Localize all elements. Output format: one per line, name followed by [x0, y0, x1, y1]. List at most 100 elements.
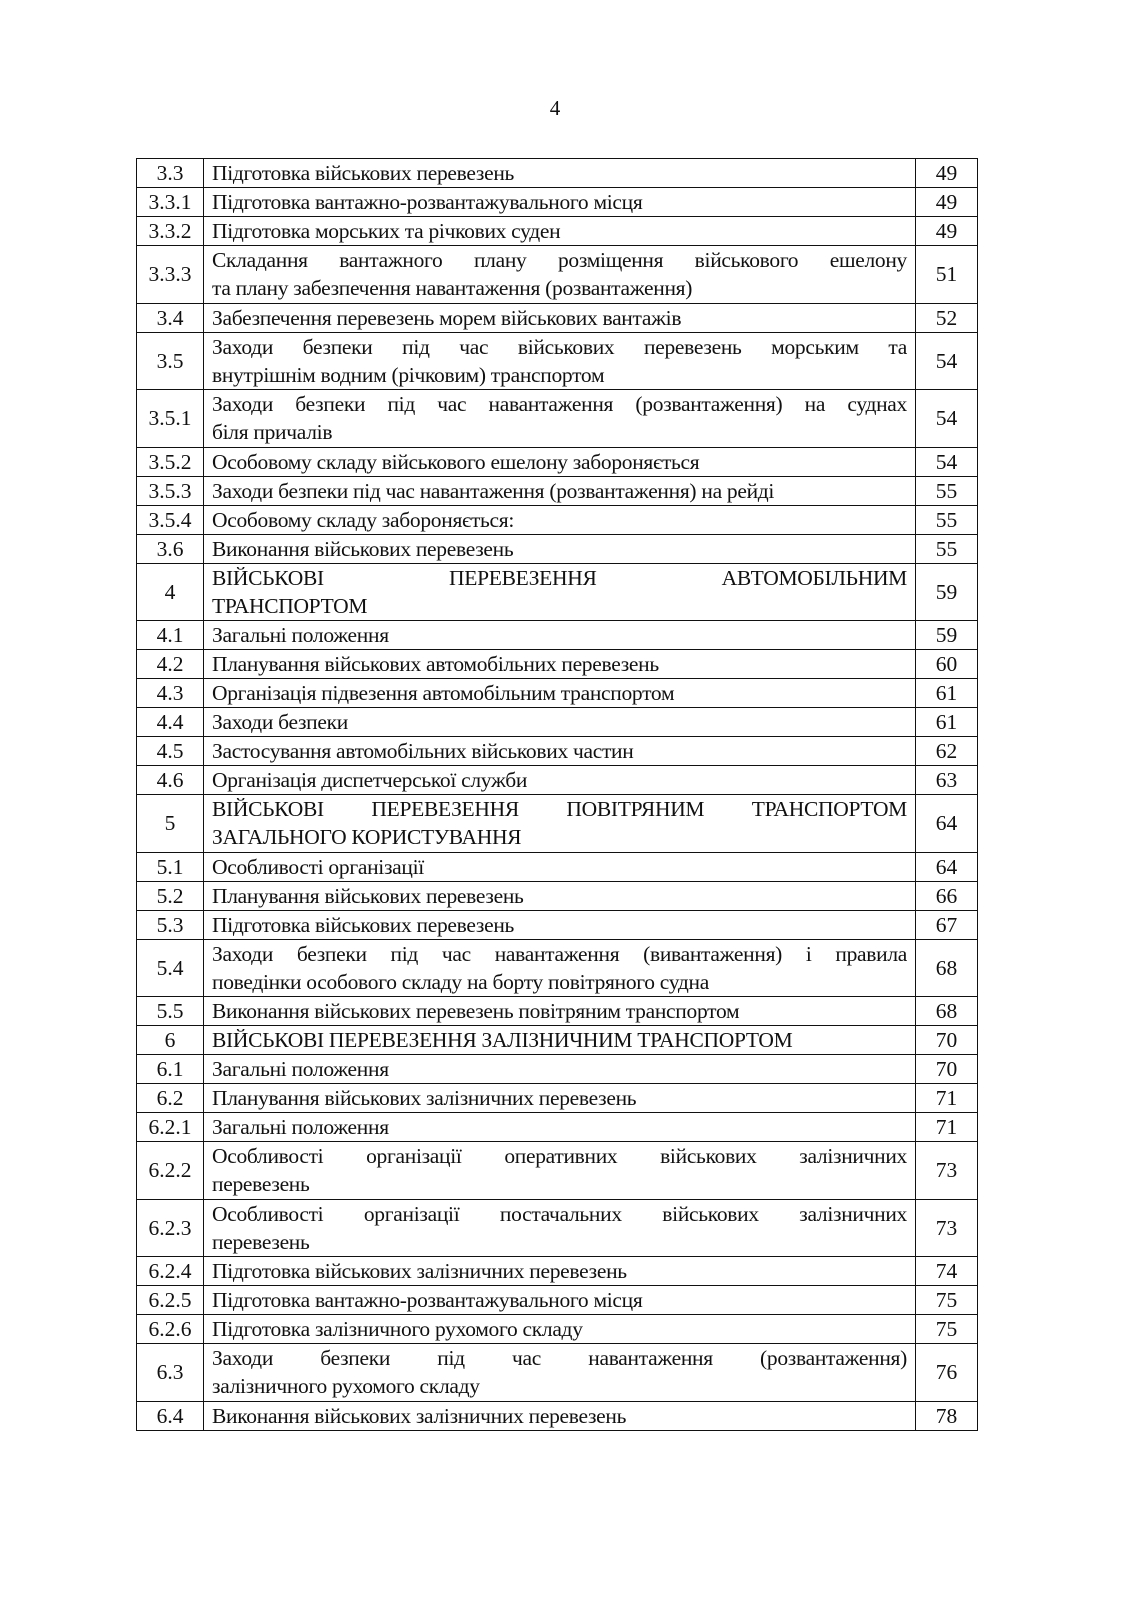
- section-number: 3.5.3: [136, 475, 204, 506]
- section-title-line: Підготовка вантажно-розвантажувального м…: [212, 190, 643, 214]
- section-number: 3.5: [136, 331, 204, 390]
- section-title: Загальні положення: [203, 1054, 916, 1084]
- section-title-line: перевезень: [212, 1229, 310, 1254]
- toc-row: 3.3.3 Складання вантажного плану розміщен…: [136, 245, 978, 304]
- section-title-line: біля причалів: [212, 420, 333, 445]
- section-title-line: Заходи безпеки під час навантаження (роз…: [212, 1346, 907, 1371]
- section-number: 6.2.6: [136, 1314, 204, 1344]
- toc-row: 6.2.4 Підготовка військових залізничних п…: [136, 1256, 978, 1286]
- page-ref: 54: [915, 331, 978, 390]
- section-title: Заходи безпеки під час навантаження (роз…: [203, 1343, 916, 1402]
- section-title: ВІЙСЬКОВІ ПЕРЕВЕЗЕННЯ АВТОМОБІЛЬНИМ ТРАНС…: [203, 562, 916, 621]
- toc-row: 4.5 Застосування автомобільних військових…: [136, 736, 978, 766]
- section-title: Заходи безпеки під час військових переве…: [203, 331, 916, 390]
- section-title-line: ВІЙСЬКОВІ ПЕРЕВЕЗЕННЯ АВТОМОБІЛЬНИМ: [212, 565, 907, 590]
- toc-row: 5 ВІЙСЬКОВІ ПЕРЕВЕЗЕННЯ ПОВІТРЯНИМ ТРАНСП…: [136, 794, 978, 853]
- toc-row: 3.4 Забезпечення перевезень морем військо…: [136, 302, 978, 333]
- section-title-line: Особовому складу військового ешелону заб…: [212, 449, 700, 474]
- page-ref: 60: [915, 649, 978, 679]
- section-title: Особливості організації: [203, 851, 916, 882]
- toc-row: 5.2 Планування військових перевезень 66: [136, 880, 978, 911]
- section-title: Заходи безпеки під час навантаження (вив…: [203, 938, 916, 997]
- section-title: Виконання військових залізничних перевез…: [203, 1400, 916, 1431]
- section-number: 3.3.3: [136, 245, 204, 304]
- toc-row: 6.3 Заходи безпеки під час навантаження (…: [136, 1343, 978, 1402]
- section-title: Організація диспетчерської служби: [203, 765, 916, 795]
- section-title: Складання вантажного плану розміщення ві…: [203, 245, 916, 304]
- section-title: Підготовка морських та річкових суден: [203, 216, 916, 246]
- section-title-line: Організація диспетчерської служби: [212, 768, 528, 792]
- toc-row: 4.2 Планування військових автомобільних п…: [136, 649, 978, 679]
- section-number: 4.5: [136, 736, 204, 766]
- page-ref: 61: [915, 707, 978, 737]
- section-number: 3.4: [136, 302, 204, 333]
- toc-row: 5.5 Виконання військових перевезень повіт…: [136, 996, 978, 1026]
- page-ref: 68: [915, 938, 978, 997]
- section-title-line: Виконання військових залізничних перевез…: [212, 1403, 627, 1428]
- page-ref: 76: [915, 1343, 978, 1402]
- page-ref: 70: [915, 1025, 978, 1055]
- page-ref: 68: [915, 996, 978, 1026]
- section-number: 4: [136, 562, 204, 621]
- toc-row: 6 ВІЙСЬКОВІ ПЕРЕВЕЗЕННЯ ЗАЛІЗНИЧНИМ ТРАНС…: [136, 1025, 978, 1055]
- toc-row: 3.3.2 Підготовка морських та річкових суд…: [136, 216, 978, 246]
- toc-row: 4.1 Загальні положення 59: [136, 620, 978, 650]
- page-number: 4: [549, 96, 561, 120]
- section-number: 6.3: [136, 1343, 204, 1402]
- section-title-line: Заходи безпеки: [212, 710, 348, 734]
- toc-row: 3.3 Підготовка військових перевезень 49: [136, 158, 978, 188]
- section-title: Особливості організації постачальних вій…: [203, 1198, 916, 1257]
- section-number: 6.2.4: [136, 1256, 204, 1286]
- page-ref: 51: [915, 245, 978, 304]
- toc-row: 4.3 Організація підвезення автомобільним …: [136, 678, 978, 708]
- toc-row: 5.1 Особливості організації 64: [136, 851, 978, 882]
- section-title-line: Підготовка військових перевезень: [212, 912, 515, 937]
- page-ref: 75: [915, 1314, 978, 1344]
- toc-row: 3.5.1 Заходи безпеки під час навантаження…: [136, 389, 978, 448]
- section-title-line: ЗАГАЛЬНОГО КОРИСТУВАННЯ: [212, 825, 522, 850]
- toc-row: 3.3.1 Підготовка вантажно-розвантажувальн…: [136, 187, 978, 217]
- page-ref: 73: [915, 1141, 978, 1200]
- section-title-line: Організація підвезення автомобільним тра…: [212, 681, 675, 705]
- section-title: Загальні положення: [203, 620, 916, 650]
- section-number: 5.3: [136, 909, 204, 940]
- toc-row: 6.2.6 Підготовка залізничного рухомого ск…: [136, 1314, 978, 1344]
- page-ref: 71: [915, 1083, 978, 1113]
- page-ref: 78: [915, 1400, 978, 1431]
- toc-row: 5.3 Підготовка військових перевезень 67: [136, 909, 978, 940]
- section-number: 3.3.2: [136, 216, 204, 246]
- toc-row: 5.4 Заходи безпеки під час навантаження (…: [136, 938, 978, 997]
- page-ref: 64: [915, 851, 978, 882]
- section-title-line: Загальні положення: [212, 1115, 389, 1139]
- toc-row: 6.2.1 Загальні положення 71: [136, 1112, 978, 1142]
- section-number: 6: [136, 1025, 204, 1055]
- section-title-line: Підготовка військових перевезень: [212, 161, 515, 185]
- section-number: 3.5.4: [136, 504, 204, 535]
- toc-row: 3.5 Заходи безпеки під час військових пер…: [136, 331, 978, 390]
- section-title-line: ТРАНСПОРТОМ: [212, 593, 368, 618]
- section-number: 3.6: [136, 533, 204, 564]
- section-number: 4.2: [136, 649, 204, 679]
- section-title-line: перевезень: [212, 1172, 310, 1197]
- page-ref: 55: [915, 533, 978, 564]
- section-title: Планування військових залізничних переве…: [203, 1083, 916, 1113]
- section-number: 6.2.2: [136, 1141, 204, 1200]
- section-title-line: Підготовка залізничного рухомого складу: [212, 1317, 583, 1341]
- section-number: 6.2: [136, 1083, 204, 1113]
- section-title: Особовому складу військового ешелону заб…: [203, 446, 916, 477]
- page-ref: 54: [915, 389, 978, 448]
- toc-row: 6.4 Виконання військових залізничних пере…: [136, 1400, 978, 1431]
- section-title-line: Особливості організації: [212, 854, 424, 879]
- section-title-line: Забезпечення перевезень морем військових…: [212, 305, 682, 330]
- section-title-line: Загальні положення: [212, 623, 389, 647]
- section-title: Планування військових автомобільних пере…: [203, 649, 916, 679]
- section-title: ВІЙСЬКОВІ ПЕРЕВЕЗЕННЯ ЗАЛІЗНИЧНИМ ТРАНСП…: [203, 1025, 916, 1055]
- section-number: 4.3: [136, 678, 204, 708]
- section-title-line: Виконання військових перевезень: [212, 536, 514, 561]
- section-title: Підготовка військових залізничних переве…: [203, 1256, 916, 1286]
- section-title-line: та плану забезпечення навантаження (розв…: [212, 276, 693, 301]
- toc-row: 6.2.2 Особливості організації оперативних…: [136, 1141, 978, 1200]
- page-ref: 62: [915, 736, 978, 766]
- section-title: Застосування автомобільних військових ча…: [203, 736, 916, 766]
- page-ref: 59: [915, 620, 978, 650]
